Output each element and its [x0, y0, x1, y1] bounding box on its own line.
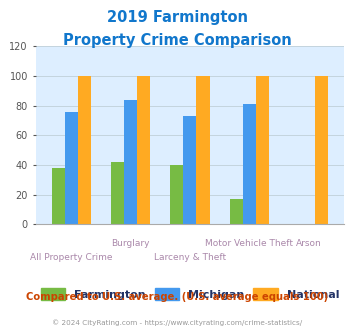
Bar [243, 104, 256, 224]
Text: Arson: Arson [296, 239, 322, 248]
Bar [315, 76, 328, 224]
Bar [196, 76, 209, 224]
Text: © 2024 CityRating.com - https://www.cityrating.com/crime-statistics/: © 2024 CityRating.com - https://www.city… [53, 319, 302, 326]
Bar [170, 165, 184, 224]
Bar [65, 112, 78, 224]
Bar [137, 76, 150, 224]
Bar [111, 162, 124, 224]
Bar [256, 76, 269, 224]
Text: All Property Crime: All Property Crime [30, 253, 113, 262]
Text: Property Crime Comparison: Property Crime Comparison [63, 33, 292, 48]
Bar [78, 76, 91, 224]
Text: 2019 Farmington: 2019 Farmington [107, 10, 248, 25]
Bar [124, 100, 137, 224]
Text: Compared to U.S. average. (U.S. average equals 100): Compared to U.S. average. (U.S. average … [26, 292, 329, 302]
Bar [51, 168, 65, 224]
Legend: Farmington, Michigan, National: Farmington, Michigan, National [37, 283, 343, 304]
Text: Motor Vehicle Theft: Motor Vehicle Theft [205, 239, 293, 248]
Bar [184, 116, 196, 224]
Bar [230, 199, 243, 224]
Text: Larceny & Theft: Larceny & Theft [154, 253, 226, 262]
Text: Burglary: Burglary [111, 239, 150, 248]
